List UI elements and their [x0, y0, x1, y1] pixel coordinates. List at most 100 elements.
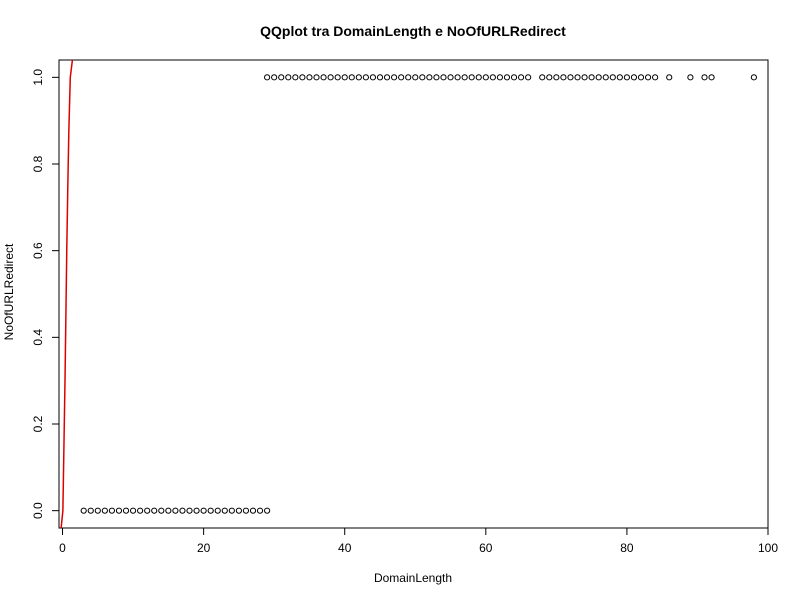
data-point — [341, 74, 348, 81]
data-point — [440, 74, 447, 81]
x-tick-label: 80 — [620, 541, 634, 555]
data-point — [207, 507, 214, 514]
data-point — [264, 507, 271, 514]
y-axis-label: NoOfURLRedirect — [2, 243, 16, 340]
data-point — [369, 74, 377, 81]
data-point — [553, 74, 560, 81]
data-point — [687, 74, 694, 81]
data-points — [80, 74, 757, 514]
data-point — [299, 74, 306, 81]
data-point — [637, 74, 645, 81]
data-point — [264, 74, 271, 81]
data-point — [419, 74, 426, 81]
data-point — [560, 74, 567, 81]
data-point — [334, 74, 341, 81]
y-tick-label: 0.4 — [31, 329, 45, 346]
y-tick-label: 0.2 — [31, 415, 45, 432]
data-point — [355, 74, 362, 81]
data-point — [567, 74, 574, 81]
data-point — [228, 507, 235, 514]
data-point — [454, 74, 461, 81]
data-point — [144, 507, 151, 514]
data-point — [433, 74, 440, 81]
data-point — [94, 507, 101, 514]
data-point — [574, 74, 581, 81]
data-point — [623, 74, 631, 81]
data-point — [517, 74, 525, 81]
data-point — [292, 74, 299, 81]
y-tick-label: 1.0 — [31, 69, 45, 86]
data-point — [405, 74, 412, 81]
data-point — [200, 507, 207, 514]
y-tick-label: 0.8 — [31, 155, 45, 172]
x-tick-label: 0 — [59, 541, 66, 555]
data-point — [320, 74, 327, 81]
data-point — [256, 507, 264, 514]
data-point — [249, 507, 257, 514]
data-point — [122, 507, 130, 514]
data-point — [87, 507, 94, 514]
x-tick-label: 40 — [338, 541, 352, 555]
data-point — [525, 74, 532, 81]
data-point — [447, 74, 454, 81]
data-point — [172, 507, 179, 514]
qq-reference-line — [60, 59, 74, 529]
data-point — [602, 74, 609, 81]
plot-frame — [58, 59, 769, 529]
y-tick-label: 0.0 — [31, 502, 45, 519]
data-point — [137, 507, 144, 514]
data-point — [546, 74, 553, 81]
data-point — [348, 74, 355, 81]
data-point — [644, 74, 652, 81]
data-point — [383, 74, 391, 81]
data-point — [214, 507, 221, 514]
data-point — [398, 74, 405, 81]
data-point — [193, 507, 200, 514]
data-point — [426, 74, 433, 81]
data-point — [666, 74, 673, 81]
data-point — [609, 74, 616, 81]
data-point — [158, 507, 165, 514]
data-point — [115, 507, 123, 514]
x-axis-ticks: 0 20 40 60 80 100 — [59, 528, 778, 555]
data-point — [362, 74, 369, 81]
data-point — [708, 74, 715, 81]
data-point — [285, 74, 292, 81]
data-point — [306, 74, 313, 81]
data-point — [652, 74, 659, 81]
data-point — [581, 74, 588, 81]
data-point — [390, 74, 398, 81]
data-point — [278, 74, 285, 81]
data-point — [271, 74, 278, 81]
data-point — [129, 507, 137, 514]
data-point — [750, 74, 757, 81]
x-tick-label: 100 — [758, 541, 778, 555]
data-point — [475, 74, 482, 81]
x-axis-label: DomainLength — [374, 571, 452, 585]
data-point — [327, 74, 334, 81]
data-point — [165, 507, 172, 514]
data-point — [595, 74, 602, 81]
data-point — [503, 74, 511, 81]
y-axis-ticks: 0.0 0.2 0.4 0.6 0.8 1.0 — [31, 69, 59, 519]
data-point — [313, 74, 320, 81]
data-point — [101, 507, 108, 514]
data-point — [701, 74, 708, 81]
y-tick-label: 0.6 — [31, 242, 45, 259]
data-point — [461, 74, 468, 81]
x-tick-label: 20 — [197, 541, 211, 555]
x-tick-label: 60 — [479, 541, 493, 555]
data-point — [179, 507, 186, 514]
data-point — [235, 507, 242, 514]
data-point — [468, 74, 475, 81]
data-point — [496, 74, 504, 81]
data-point — [376, 74, 384, 81]
data-point — [539, 74, 546, 81]
data-point — [151, 507, 158, 514]
data-point — [489, 74, 496, 81]
chart-title: QQplot tra DomainLength e NoOfURLRedirec… — [260, 23, 566, 39]
data-point — [510, 74, 518, 81]
data-point — [412, 74, 419, 81]
data-point — [108, 507, 116, 514]
